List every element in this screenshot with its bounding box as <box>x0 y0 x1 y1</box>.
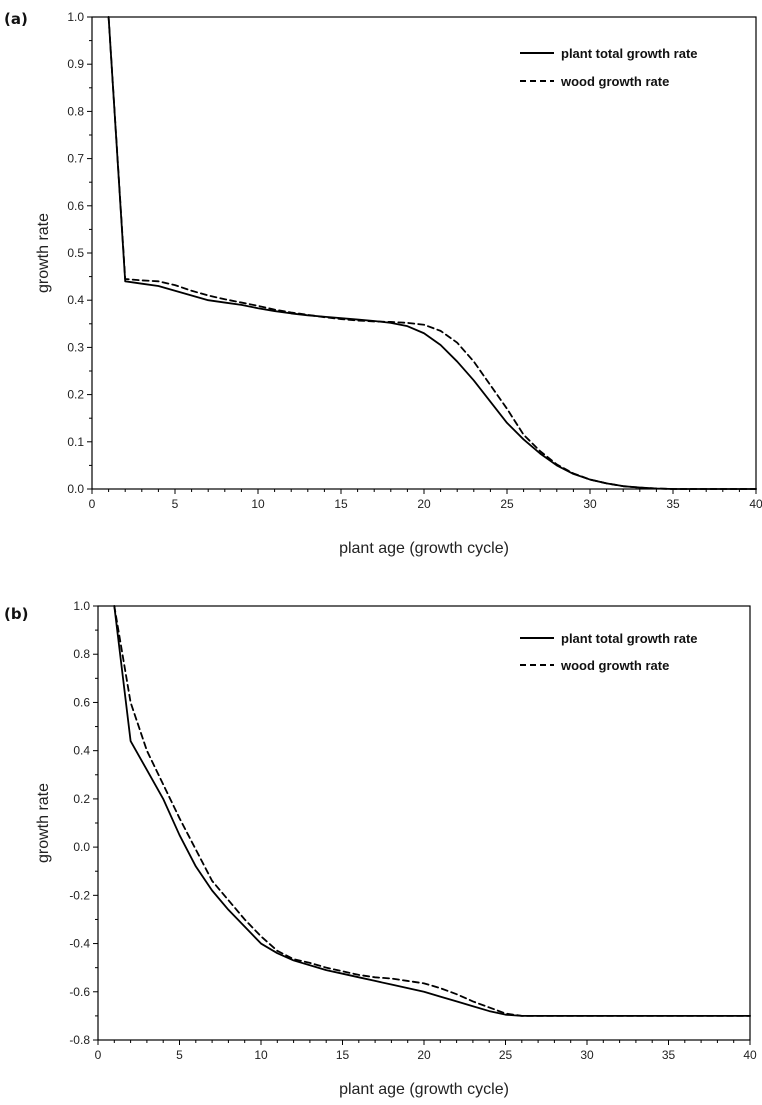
y-tick-label-b: 1.0 <box>73 599 90 613</box>
x-tick-label-b: 5 <box>176 1048 183 1062</box>
y-tick-label-a: 0.8 <box>67 104 84 118</box>
x-tick-label-a: 30 <box>583 497 597 511</box>
y-tick-label-b: -0.2 <box>69 888 90 902</box>
y-tick-label-a: 0.7 <box>67 152 84 166</box>
legend-label-solid-b: plant total growth rate <box>561 631 698 646</box>
panel-a: (a) 0.0 0.1 0.2 0.3 0.4 0.5 0.6 0.7 0.8 0.9 1.0 0 5… <box>4 10 762 557</box>
x-tick-label-a: 35 <box>666 497 680 511</box>
series-line-wood-growth-rate-b <box>113 605 751 1017</box>
legend-label-dashed-a: wood growth rate <box>560 74 669 89</box>
y-axis-label-a: growth rate <box>35 213 52 293</box>
y-tick-label-a: 0.5 <box>67 246 84 260</box>
y-ticks-a: 0.0 0.1 0.2 0.3 0.4 0.5 0.6 0.7 0.8 0.9 1.0 <box>67 10 92 496</box>
series-line-plant-total-growth-rate-a <box>107 16 757 490</box>
legend-label-solid-a: plant total growth rate <box>561 46 698 61</box>
panel-label-b: (b) <box>4 605 28 623</box>
x-tick-label-b: 10 <box>254 1048 268 1062</box>
y-tick-label-b: 0.6 <box>73 695 90 709</box>
y-tick-label-b: -0.8 <box>69 1033 90 1047</box>
series-group-a <box>107 16 757 490</box>
x-tick-label-a: 20 <box>417 497 431 511</box>
y-tick-label-b: -0.6 <box>69 985 90 999</box>
panel-b: (b) -0.8 -0.6 -0.4 -0.2 0.0 0.2 0.4 0.6 0.8 1.0 0… <box>4 599 757 1098</box>
y-tick-label-a: 1.0 <box>67 10 84 24</box>
x-tick-label-a: 10 <box>251 497 265 511</box>
y-tick-label-b: 0.4 <box>73 744 90 758</box>
x-axis-label-b: plant age (growth cycle) <box>339 1081 509 1098</box>
series-line-plant-total-growth-rate-b <box>113 605 751 1017</box>
x-tick-label-a: 0 <box>89 497 96 511</box>
y-axis-label-b: growth rate <box>35 783 52 863</box>
x-tick-label-b: 25 <box>499 1048 513 1062</box>
x-ticks-b: 0 5 10 15 20 25 30 35 40 <box>95 1040 757 1062</box>
y-tick-label-a: 0.2 <box>67 388 84 402</box>
legend-a: plant total growth rate wood growth rate <box>520 46 698 89</box>
x-tick-label-b: 30 <box>580 1048 594 1062</box>
panel-label-a: (a) <box>4 10 28 28</box>
y-tick-label-b: 0.2 <box>73 792 90 806</box>
y-tick-label-b: 0.0 <box>73 840 90 854</box>
y-tick-label-b: -0.4 <box>69 937 90 951</box>
x-tick-label-a: 40 <box>749 497 762 511</box>
series-line-wood-growth-rate-a <box>107 16 757 490</box>
y-tick-label-b: 0.8 <box>73 647 90 661</box>
x-tick-label-a: 5 <box>172 497 179 511</box>
x-tick-label-b: 15 <box>336 1048 350 1062</box>
legend-b: plant total growth rate wood growth rate <box>520 631 698 673</box>
x-tick-label-b: 0 <box>95 1048 102 1062</box>
y-tick-label-a: 0.1 <box>67 435 84 449</box>
legend-label-dashed-b: wood growth rate <box>560 658 669 673</box>
x-tick-label-a: 15 <box>334 497 348 511</box>
x-axis-label-a: plant age (growth cycle) <box>339 540 509 557</box>
y-ticks-b: -0.8 -0.6 -0.4 -0.2 0.0 0.2 0.4 0.6 0.8 1.0 <box>69 599 98 1047</box>
y-tick-label-a: 0.0 <box>67 482 84 496</box>
y-tick-label-a: 0.4 <box>67 293 84 307</box>
series-group-b <box>113 605 751 1017</box>
x-ticks-a: 0 5 10 15 20 25 30 35 40 <box>89 489 762 511</box>
x-tick-label-b: 20 <box>417 1048 431 1062</box>
x-tick-label-b: 35 <box>662 1048 676 1062</box>
x-tick-label-b: 40 <box>743 1048 757 1062</box>
y-tick-label-a: 0.3 <box>67 340 84 354</box>
x-tick-label-a: 25 <box>500 497 514 511</box>
y-tick-label-a: 0.6 <box>67 199 84 213</box>
y-tick-label-a: 0.9 <box>67 57 84 71</box>
